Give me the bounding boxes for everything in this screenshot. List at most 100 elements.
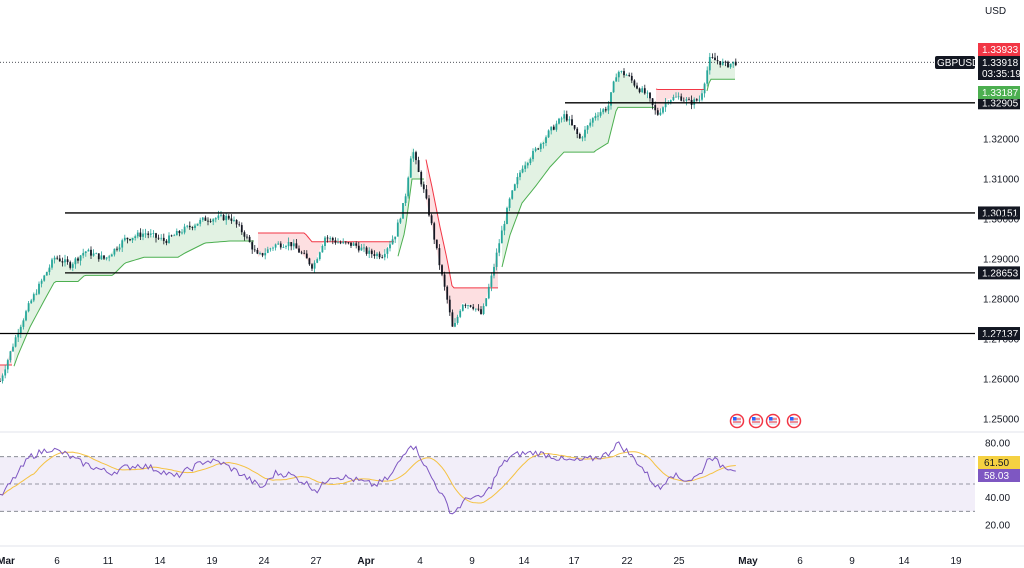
rsi-tick: 40.00: [985, 493, 1010, 504]
candle-body: [451, 312, 454, 327]
rsi-tick: 20.00: [985, 521, 1010, 532]
symbol-tag: GBPUSD: [937, 58, 979, 69]
candle-body: [662, 107, 664, 113]
candle-body: [688, 99, 690, 101]
candle-body: [274, 244, 277, 248]
candle-body: [25, 311, 27, 321]
rsi-ma-tag: 61.50: [984, 458, 1009, 469]
time-tick: 14: [898, 556, 910, 567]
candle-body: [394, 236, 397, 240]
candle-body: [516, 177, 519, 185]
candle-body: [407, 177, 410, 197]
candle-body: [27, 303, 30, 312]
candle-body: [352, 243, 355, 246]
rsi-ma-tag-box: [978, 456, 1020, 469]
level-tag: 1.30151: [982, 208, 1019, 219]
price-tick: 1.26000: [983, 375, 1020, 386]
candle-body: [45, 272, 48, 276]
price-tick: 1.30000: [983, 215, 1020, 226]
candle-body: [524, 165, 527, 169]
candle-body: [550, 126, 553, 131]
candle-body: [409, 158, 412, 178]
candle-body: [591, 118, 594, 123]
candle-body: [71, 264, 74, 268]
candle-body: [253, 249, 256, 251]
candle-body: [636, 85, 638, 89]
candle-body: [155, 233, 157, 238]
candle-body: [92, 253, 95, 256]
downtrend-stop-line: [258, 232, 394, 243]
time-tick: 4: [417, 556, 423, 567]
candle-body: [732, 61, 735, 64]
candle-body: [604, 109, 607, 111]
candle-body: [191, 227, 194, 228]
candle-body: [539, 143, 542, 150]
candle-body: [175, 230, 178, 236]
candle-body: [420, 171, 423, 185]
candle-body: [4, 369, 7, 376]
candle-body: [287, 242, 290, 247]
flag-field: [790, 417, 798, 425]
downtrend-fill: [258, 233, 394, 266]
candle-body: [321, 245, 324, 253]
us-flag-icon[interactable]: [786, 413, 802, 429]
candle-body: [308, 258, 311, 265]
time-tick: 14: [154, 556, 166, 567]
candle-body: [324, 237, 326, 246]
candle-body: [727, 61, 729, 68]
us-flag-icon[interactable]: [765, 413, 781, 429]
us-flag-icon[interactable]: [748, 413, 764, 429]
time-tick: 27: [310, 556, 322, 567]
candle-body: [298, 248, 300, 253]
candle-body: [17, 333, 20, 338]
candle-body: [428, 198, 430, 216]
candle-body: [391, 239, 394, 245]
candle-body: [40, 280, 43, 284]
candle-body: [675, 96, 677, 98]
candle-body: [225, 215, 228, 221]
rsi-tag: 58.03: [984, 471, 1009, 482]
uptrend-stop-line: [706, 78, 735, 92]
candle-body: [493, 266, 495, 276]
candle-body: [630, 75, 633, 81]
candle-body: [295, 243, 298, 249]
candle-body: [87, 249, 90, 252]
candle-body: [454, 322, 456, 327]
candle-body: [529, 159, 532, 164]
level-tag-box: [978, 206, 1020, 220]
candle-body: [578, 134, 581, 139]
price-tick: 1.27000: [983, 335, 1020, 346]
candle-body: [316, 259, 319, 263]
candle-body: [534, 148, 537, 151]
candle-body: [373, 254, 376, 257]
candle-body: [272, 247, 274, 249]
candle-body: [498, 243, 501, 253]
candle-body: [599, 112, 602, 116]
candle-body: [261, 253, 264, 256]
candle-body: [12, 346, 14, 352]
time-tick: 19: [206, 556, 218, 567]
candle-body: [511, 190, 514, 199]
candle-body: [129, 239, 131, 241]
candle-body: [412, 152, 415, 159]
candle-body: [672, 97, 675, 101]
candle-body: [422, 184, 425, 190]
candle-body: [607, 105, 610, 111]
candle-body: [532, 150, 534, 160]
level-tag: 1.27137: [982, 329, 1019, 340]
candle-body: [698, 99, 701, 101]
candle-body: [35, 293, 38, 295]
candle-body: [383, 253, 386, 258]
candle-body: [584, 129, 586, 138]
candle-body: [100, 255, 103, 260]
us-flag-icon[interactable]: [729, 413, 745, 429]
candle-body: [659, 112, 662, 115]
candle-body: [633, 80, 636, 86]
candle-body: [446, 286, 449, 300]
candle-body: [456, 316, 459, 323]
candle-body: [43, 275, 46, 281]
candle-body: [144, 233, 147, 235]
candle-body: [209, 221, 212, 222]
candle-body: [105, 257, 108, 259]
